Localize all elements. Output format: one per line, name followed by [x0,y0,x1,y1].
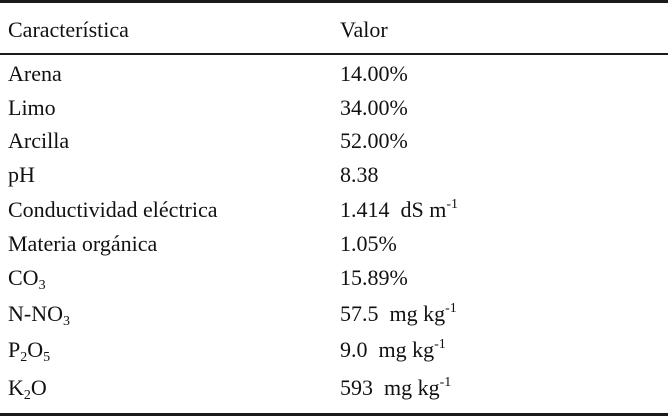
characteristic-text: Arena [8,61,62,86]
characteristic-subscript: 2 [20,350,28,365]
row-value: 8.38 [340,162,379,188]
row-value: 34.00% [340,95,408,121]
row-value: 9.0 mg kg-1 [340,337,446,363]
table-bottom-rule [0,413,668,416]
value-text: 593 mg kg [340,375,440,400]
value-text: 52.00% [340,128,408,153]
row-value: 15.89% [340,265,408,291]
table-header-rule [0,53,668,55]
row-characteristic: K2O [8,375,47,403]
row-value: 52.00% [340,128,408,154]
header-value: Valor [340,17,388,42]
characteristic-text: CO [8,265,39,290]
value-superscript: -1 [446,197,459,212]
characteristic-text: K [8,375,24,400]
value-text: 9.0 mg kg [340,337,435,362]
characteristic-subscript: 3 [63,314,70,329]
value-text: 1.414 dS m [340,197,447,222]
row-characteristic: P2O5 [8,337,51,365]
characteristic-text: Conductividad eléctrica [8,197,218,222]
header-characteristic: Característica [8,17,129,42]
value-superscript: -1 [439,375,452,390]
characteristic-subscript: 3 [38,278,46,293]
row-characteristic: Materia orgánica [8,231,157,257]
row-value: 1.414 dS m-1 [340,197,458,223]
value-text: 57.5 mg kg [340,301,446,326]
characteristic-text: Arcilla [8,128,70,153]
value-text: 34.00% [340,95,408,120]
row-characteristic: Limo [8,95,56,121]
characteristic-text: Limo [8,95,56,120]
characteristic-subscript-2: 5 [43,350,51,365]
characteristic-text-mid: O [27,337,44,362]
characteristic-text-mid: O [30,375,47,400]
value-superscript: -1 [434,337,446,352]
table-top-rule [0,0,668,3]
value-text: 1.05% [340,231,397,256]
row-characteristic: pH [8,162,35,188]
row-value: 14.00% [340,61,408,87]
row-characteristic: CO3 [8,265,46,293]
value-text: 14.00% [340,61,408,86]
value-text: 15.89% [340,265,408,290]
row-value: 1.05% [340,231,397,257]
characteristic-subscript: 2 [23,388,31,403]
row-value: 593 mg kg-1 [340,375,451,401]
row-characteristic: N-NO3 [8,301,70,329]
characteristic-text: Materia orgánica [8,231,158,256]
value-superscript: -1 [445,301,457,316]
row-characteristic: Arena [8,61,62,87]
characteristic-text: N-NO [8,301,63,326]
characteristic-text: pH [8,162,35,187]
characteristic-text: P [8,337,21,362]
value-text: 8.38 [340,162,379,187]
row-characteristic: Arcilla [8,128,69,154]
row-characteristic: Conductividad eléctrica [8,197,218,223]
row-value: 57.5 mg kg-1 [340,301,457,327]
